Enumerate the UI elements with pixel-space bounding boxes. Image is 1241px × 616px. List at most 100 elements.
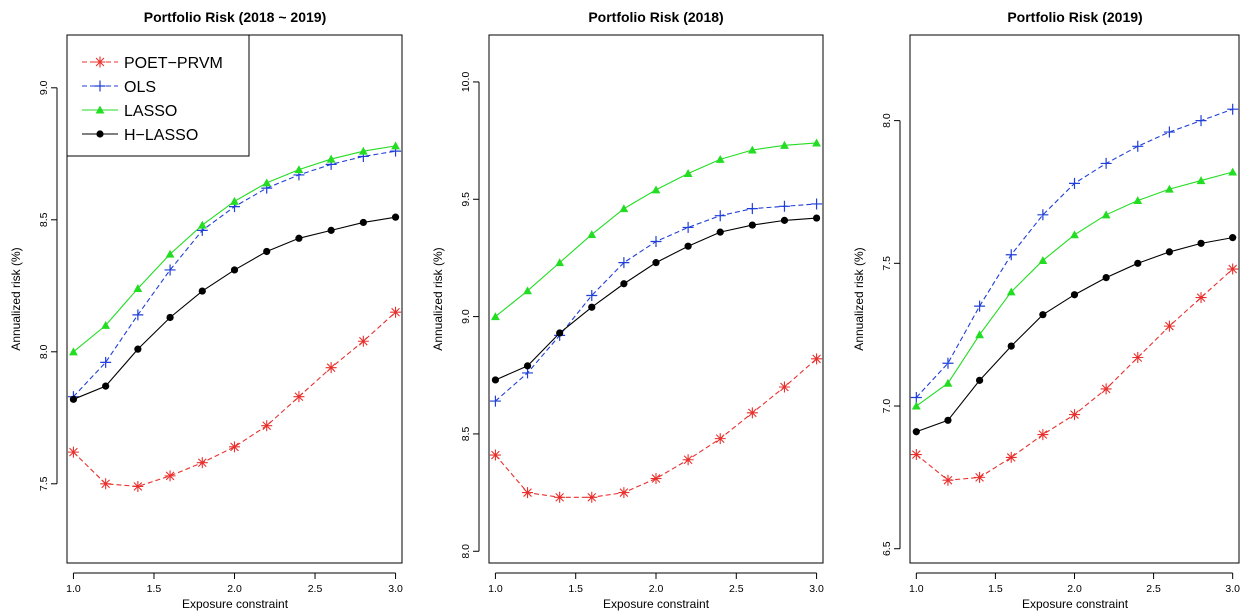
data-point — [1037, 429, 1049, 441]
data-point — [555, 258, 565, 267]
data-point — [197, 220, 207, 229]
data-point — [912, 428, 920, 436]
data-point — [1227, 263, 1239, 275]
data-point — [619, 204, 629, 213]
data-point — [974, 471, 986, 483]
data-point — [1069, 409, 1080, 421]
y-tick-label: 8.0 — [460, 544, 472, 559]
series-lasso — [69, 141, 400, 356]
series-line — [495, 203, 817, 402]
data-point — [358, 146, 368, 155]
data-point — [262, 178, 272, 187]
data-point — [1163, 126, 1175, 138]
y-tick-label: 8.5 — [38, 212, 50, 227]
series-ols — [489, 198, 823, 407]
data-point — [684, 242, 692, 250]
chart-title: Portfolio Risk (2018) — [588, 9, 723, 25]
data-point — [102, 382, 110, 390]
data-point — [491, 376, 500, 384]
data-point — [714, 210, 726, 222]
series-line — [495, 358, 817, 498]
y-tick-label: 8.5 — [460, 426, 472, 441]
data-point — [556, 329, 564, 337]
data-point — [942, 474, 954, 486]
data-point — [748, 221, 756, 229]
data-point — [1100, 383, 1112, 395]
data-point — [523, 286, 532, 295]
data-point — [683, 169, 693, 177]
series-ols — [910, 103, 1239, 403]
data-point — [1195, 292, 1207, 304]
data-point — [812, 214, 821, 222]
data-point — [523, 362, 532, 370]
x-tick-label: 3.0 — [809, 583, 824, 595]
data-point — [1134, 259, 1142, 267]
data-point — [295, 234, 303, 242]
data-point — [975, 330, 984, 339]
chart-title: Portfolio Risk (2018 ~ 2019) — [144, 9, 326, 25]
data-point — [1165, 248, 1174, 256]
data-point — [1197, 239, 1205, 247]
data-point — [357, 335, 369, 347]
data-point — [261, 420, 273, 432]
x-tick-label: 2.0 — [227, 583, 242, 595]
series-line — [73, 311, 396, 487]
legend-marker — [95, 105, 105, 114]
data-point — [1196, 176, 1206, 185]
data-point — [910, 449, 922, 461]
data-point — [391, 141, 400, 150]
series-h-lasso — [912, 234, 1237, 436]
x-axis-label: Exposure constraint — [182, 597, 289, 611]
data-point — [780, 140, 789, 149]
legend-marker — [96, 130, 104, 138]
data-point — [652, 259, 660, 267]
legend: POET−PRVM OLS LASSO H−LASSO — [66, 34, 250, 157]
data-point — [294, 165, 304, 174]
x-tick-label: 3.0 — [1225, 583, 1240, 595]
data-point — [166, 313, 174, 322]
y-tick-label: 8.0 — [38, 344, 50, 359]
data-point — [714, 433, 726, 445]
data-point — [974, 300, 986, 312]
data-point — [682, 221, 694, 233]
data-point — [1163, 320, 1175, 332]
data-point — [263, 247, 271, 256]
data-point — [1227, 103, 1239, 115]
y-tick-label: 7.0 — [881, 399, 893, 414]
data-point — [132, 480, 144, 492]
y-axis-label: Annualized risk (%) — [852, 247, 866, 350]
series-poet-prvm — [489, 353, 823, 503]
data-point — [132, 309, 144, 321]
data-point — [1069, 177, 1080, 189]
data-point — [67, 446, 79, 458]
legend-marker — [94, 80, 106, 92]
data-point — [133, 284, 143, 292]
series-lasso — [911, 167, 1238, 410]
data-point — [491, 312, 500, 321]
data-point — [1165, 184, 1174, 193]
series-line — [916, 171, 1233, 407]
series-line — [915, 108, 1233, 398]
data-point — [747, 145, 757, 154]
data-point — [1070, 291, 1079, 299]
data-point — [554, 491, 566, 503]
y-tick-label: 10.0 — [460, 72, 472, 93]
x-tick-label: 1.5 — [988, 583, 1003, 595]
data-point — [1037, 209, 1049, 221]
data-point — [811, 198, 823, 210]
data-point — [1006, 287, 1016, 296]
data-point — [587, 230, 597, 238]
data-point — [746, 203, 758, 215]
data-point — [586, 289, 598, 301]
chart-title: Portfolio Risk (2019) — [1007, 9, 1142, 25]
data-point — [164, 470, 176, 482]
data-point — [778, 200, 790, 212]
plot-frame — [909, 34, 1240, 564]
data-point — [293, 391, 305, 403]
y-tick-label: 9.0 — [460, 309, 472, 324]
data-point — [1229, 234, 1237, 242]
data-point — [198, 287, 206, 295]
legend-entry-h-lasso: H−LASSO — [82, 127, 198, 144]
x-tick-label: 2.0 — [649, 583, 664, 595]
